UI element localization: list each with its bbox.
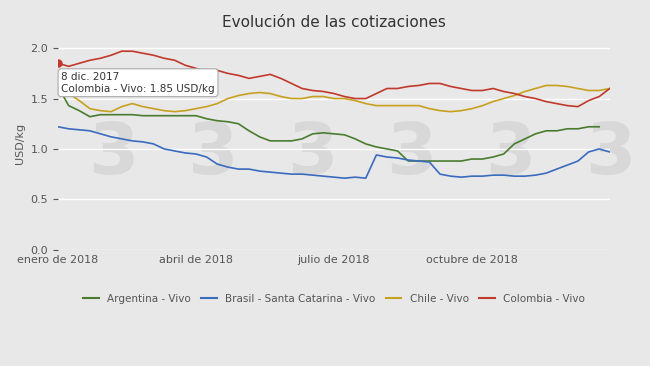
Legend: Argentina - Vivo, Brasil - Santa Catarina - Vivo, Chile - Vivo, Colombia - Vivo: Argentina - Vivo, Brasil - Santa Catarin… <box>79 290 589 308</box>
Title: Evolución de las cotizaciones: Evolución de las cotizaciones <box>222 15 446 30</box>
Text: 8 dic. 2017
Colombia - Vivo: 1.85 USD/kg: 8 dic. 2017 Colombia - Vivo: 1.85 USD/kg <box>61 72 215 93</box>
Text: 3: 3 <box>187 120 238 189</box>
Text: 3: 3 <box>584 120 635 189</box>
Text: 3: 3 <box>88 120 138 189</box>
Text: 3: 3 <box>486 120 536 189</box>
Text: 3: 3 <box>386 120 436 189</box>
Y-axis label: USD/kg: USD/kg <box>15 123 25 164</box>
Text: 3: 3 <box>287 120 337 189</box>
